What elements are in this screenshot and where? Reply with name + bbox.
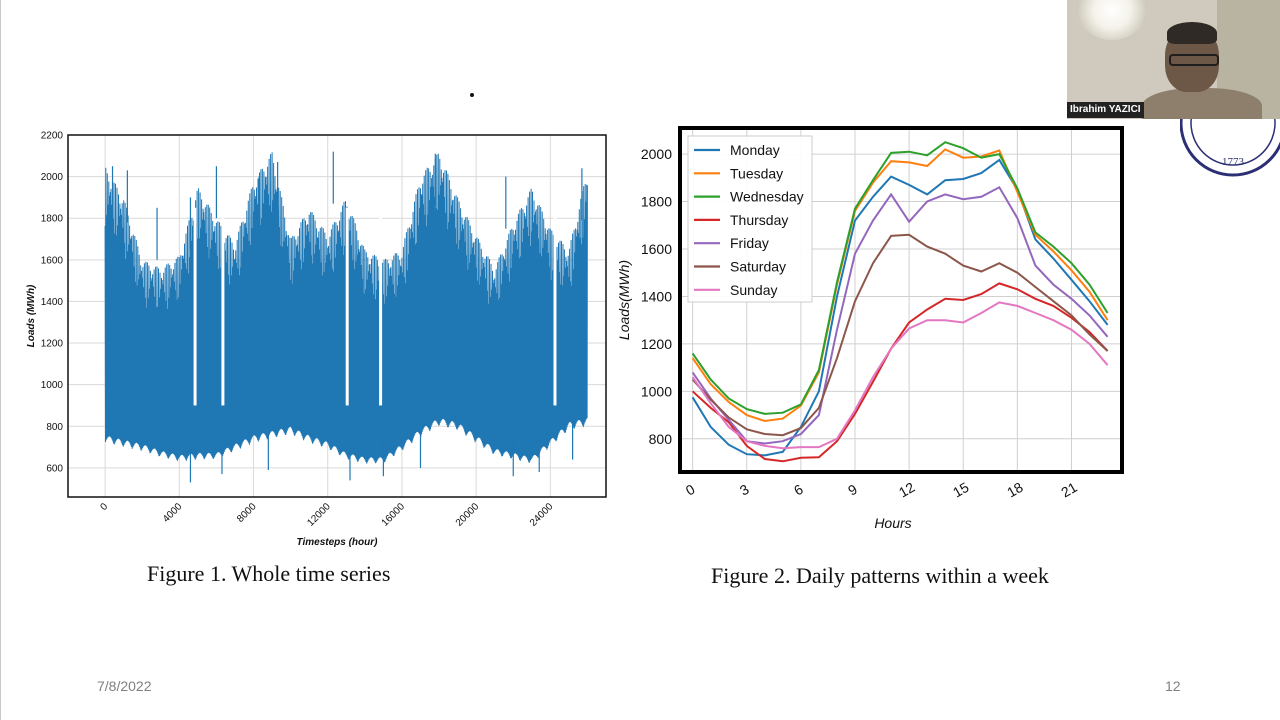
x-tick-label: 8000 (235, 501, 259, 525)
x-tick-label: 0 (683, 481, 698, 499)
x-tick-label: 18 (1004, 479, 1026, 501)
figure1-caption: Figure 1. Whole time series (147, 561, 391, 586)
legend-label-wednesday: Wednesday (730, 189, 804, 205)
x-tick-label: 12000 (305, 501, 333, 529)
university-seal: 1773 (1180, 119, 1280, 177)
y-tick-label: 2000 (641, 146, 672, 162)
series-line-saturday (691, 233, 1109, 437)
y-tick-label: 1800 (641, 194, 672, 210)
figure2-chart: 800 1000 1200 1400 1600 1800 2000 0 3 6 9 12 15 18 21 M… (616, 126, 1124, 531)
x-tick-label: 9 (845, 481, 860, 499)
x-tick-label: 21 (1058, 479, 1080, 501)
y-axis-label: Loads (MWh) (26, 284, 37, 347)
legend-label-monday: Monday (730, 142, 780, 158)
series-gap (345, 207, 349, 406)
x-tick-label: 6 (791, 481, 806, 499)
y-tick-label: 800 (649, 431, 673, 447)
plot-frame (67, 134, 607, 498)
series-line-monday (691, 158, 1109, 457)
figure1-chart: 600 800 1000 1200 1400 1600 1800 2000 2200 0 4000 8… (26, 131, 607, 548)
legend-label-friday: Friday (730, 235, 769, 251)
y-tick-label: 1000 (41, 380, 64, 391)
slide-left-edge (0, 0, 1, 720)
series-line-wednesday (691, 141, 1109, 415)
slide-date: 7/8/2022 (97, 678, 152, 694)
webcam-overlay: Ibrahim YAZICI (1067, 0, 1280, 119)
slide-page-number: 12 (1165, 678, 1181, 694)
legend-label-tuesday: Tuesday (730, 165, 783, 181)
x-axis-label: Hours (874, 515, 911, 531)
legend-label-thursday: Thursday (730, 212, 788, 228)
y-tick-label: 1400 (641, 288, 672, 304)
series-gap (221, 207, 225, 406)
y-tick-label: 1600 (641, 241, 672, 257)
y-tick-label: 1000 (641, 383, 672, 399)
y-tick-label: 1400 (41, 297, 64, 308)
seal-year: 1773 (1222, 156, 1245, 168)
y-tick-label: 2000 (41, 172, 64, 183)
y-tick-label: 2200 (41, 131, 64, 142)
y-tick-label: 1800 (41, 214, 64, 225)
x-tick-label: 16000 (380, 501, 408, 529)
y-tick-label: 800 (46, 422, 63, 433)
series-line-tuesday (691, 148, 1109, 423)
legend-label-sunday: Sunday (730, 282, 777, 298)
participant-name: Ibrahim YAZICI (1067, 102, 1144, 118)
y-tick-label: 1200 (641, 336, 672, 352)
x-tick-label: 24000 (528, 501, 556, 529)
x-axis-label: Timesteps (hour) (297, 537, 379, 548)
figure2-caption: Figure 2. Daily patterns within a week (711, 563, 1049, 588)
x-tick-label: 0 (99, 501, 111, 513)
legend-label-saturday: Saturday (730, 259, 786, 275)
y-tick-label: 1200 (41, 339, 64, 350)
plot-frame (678, 126, 1124, 474)
x-tick-label: 4000 (161, 501, 185, 525)
series-gap (379, 207, 383, 406)
series-gap (193, 207, 197, 406)
y-tick-label: 600 (46, 463, 63, 474)
y-axis-label: Loads(MWh) (616, 260, 632, 340)
series-line-sunday (691, 301, 1109, 450)
series-line-thursday (691, 282, 1109, 463)
x-tick-label: 3 (737, 481, 752, 499)
x-tick-label: 20000 (454, 501, 482, 529)
series-line-friday (691, 185, 1109, 445)
bullet-dot (470, 93, 474, 97)
x-tick-label: 15 (950, 479, 972, 501)
series-gap (553, 207, 557, 406)
y-tick-label: 1600 (41, 255, 64, 266)
x-tick-label: 12 (896, 479, 918, 501)
